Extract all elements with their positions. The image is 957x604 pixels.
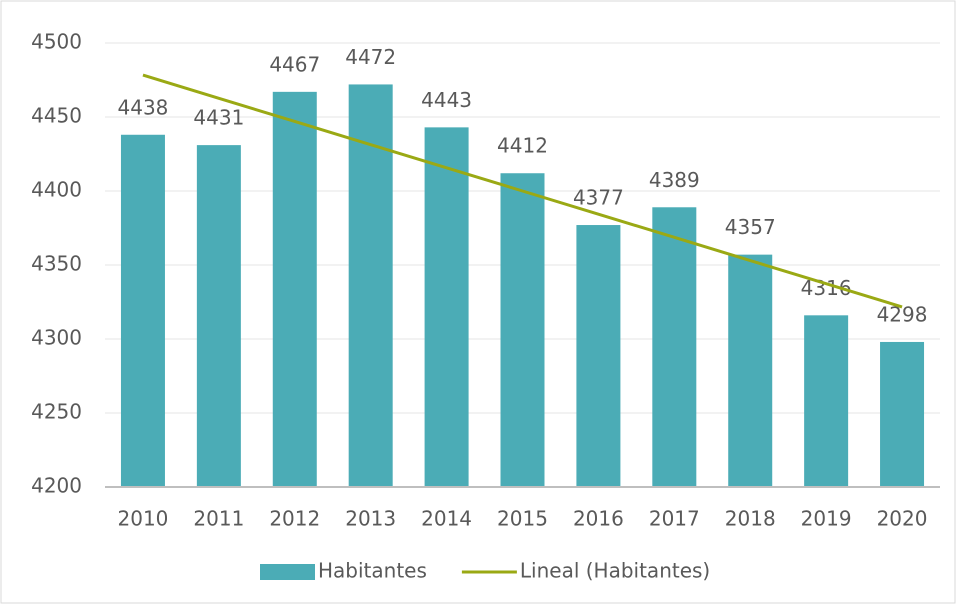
bar — [424, 127, 469, 488]
y-tick-label: 4400 — [31, 178, 82, 202]
legend-label: Habitantes — [318, 559, 427, 583]
bar — [272, 91, 317, 487]
data-label: 4412 — [497, 134, 548, 158]
data-label: 4377 — [573, 186, 624, 210]
data-label: 4431 — [193, 106, 244, 130]
x-tick-label: 2015 — [497, 507, 548, 531]
data-label: 4357 — [725, 215, 776, 239]
y-tick-label: 4350 — [31, 252, 82, 276]
x-tick-label: 2011 — [193, 507, 244, 531]
x-tick-label: 2013 — [345, 507, 396, 531]
x-tick-label: 2017 — [649, 507, 700, 531]
x-tick-label: 2019 — [801, 507, 852, 531]
data-label: 4443 — [421, 88, 472, 112]
x-tick-label: 2014 — [421, 507, 472, 531]
x-tick-label: 2016 — [573, 507, 624, 531]
y-tick-label: 4500 — [31, 30, 82, 54]
data-label: 4438 — [118, 95, 169, 119]
trend-line — [142, 73, 903, 309]
data-label: 4389 — [649, 168, 700, 192]
x-tick-label: 2018 — [725, 507, 776, 531]
y-tick-label: 4250 — [31, 400, 82, 424]
bar — [120, 134, 165, 487]
y-tick-label: 4450 — [31, 104, 82, 128]
bar — [728, 254, 773, 487]
bar — [576, 225, 621, 488]
legend-swatch — [260, 564, 315, 580]
data-label: 4467 — [269, 52, 320, 76]
bar — [348, 84, 393, 487]
x-tick-label: 2012 — [269, 507, 320, 531]
y-tick-label: 4300 — [31, 326, 82, 350]
bar — [196, 145, 241, 487]
bar — [652, 207, 697, 487]
bar — [880, 341, 925, 487]
y-tick-label: 4200 — [31, 474, 82, 498]
x-tick-label: 2020 — [877, 507, 928, 531]
x-tick-label: 2010 — [118, 507, 169, 531]
legend-label: Lineal (Habitantes) — [520, 559, 710, 583]
bar — [500, 173, 545, 488]
bar — [804, 315, 849, 487]
data-label: 4472 — [345, 45, 396, 69]
